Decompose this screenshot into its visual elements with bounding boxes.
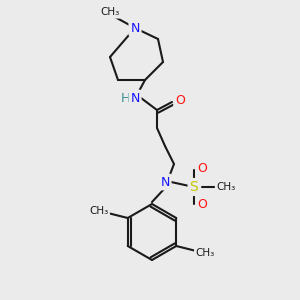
Text: CH₃: CH₃ <box>100 7 120 17</box>
Text: N: N <box>130 92 140 104</box>
Text: H: H <box>120 92 130 104</box>
Text: O: O <box>197 199 207 212</box>
Text: CH₃: CH₃ <box>89 206 108 216</box>
Text: CH₃: CH₃ <box>196 248 215 258</box>
Text: O: O <box>197 163 207 176</box>
Text: CH₃: CH₃ <box>216 182 236 192</box>
Text: S: S <box>190 180 198 194</box>
Text: O: O <box>175 94 185 106</box>
Text: N: N <box>160 176 170 188</box>
Text: N: N <box>130 22 140 34</box>
